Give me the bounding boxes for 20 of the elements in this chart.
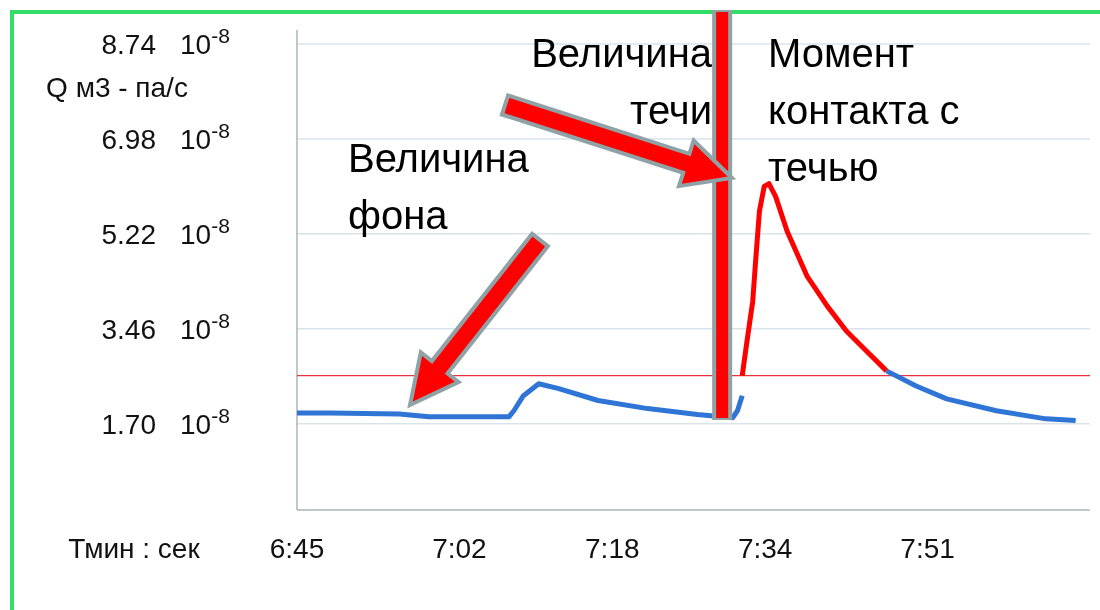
text: 10$^{-8}$ (180, 118, 230, 155)
text: 10$^{-8}$ (180, 403, 230, 440)
x-tick-label: 7:18 (585, 533, 640, 564)
y-tick-label: 8.74 (101, 29, 156, 61)
x-tick-label: 7:34 (737, 533, 793, 564)
x-tick-label: 7:02 (432, 533, 487, 564)
annotation: Величина фона (348, 136, 530, 237)
y-tick-label: 6.98 (101, 123, 156, 155)
y-tick-label: 3.46 (101, 313, 156, 345)
y-tick-label: 5.22 (101, 218, 156, 250)
text: 10$^{-8}$ (180, 308, 230, 345)
x-tick-label: 6:45 (269, 533, 325, 564)
x-axis-title: Тмин : сек (68, 533, 201, 564)
y-axis-title: Q м3 - па/с (46, 72, 188, 103)
x-tick-label: 7:51 (900, 533, 955, 564)
text: 10$^{-8}$ (180, 23, 230, 61)
annotation: Момент контакта с течью (768, 31, 960, 189)
y-tick-label: 1.70 (101, 408, 156, 440)
annotation: Величина течи (531, 31, 713, 132)
text: 10$^{-8}$ (180, 213, 230, 250)
